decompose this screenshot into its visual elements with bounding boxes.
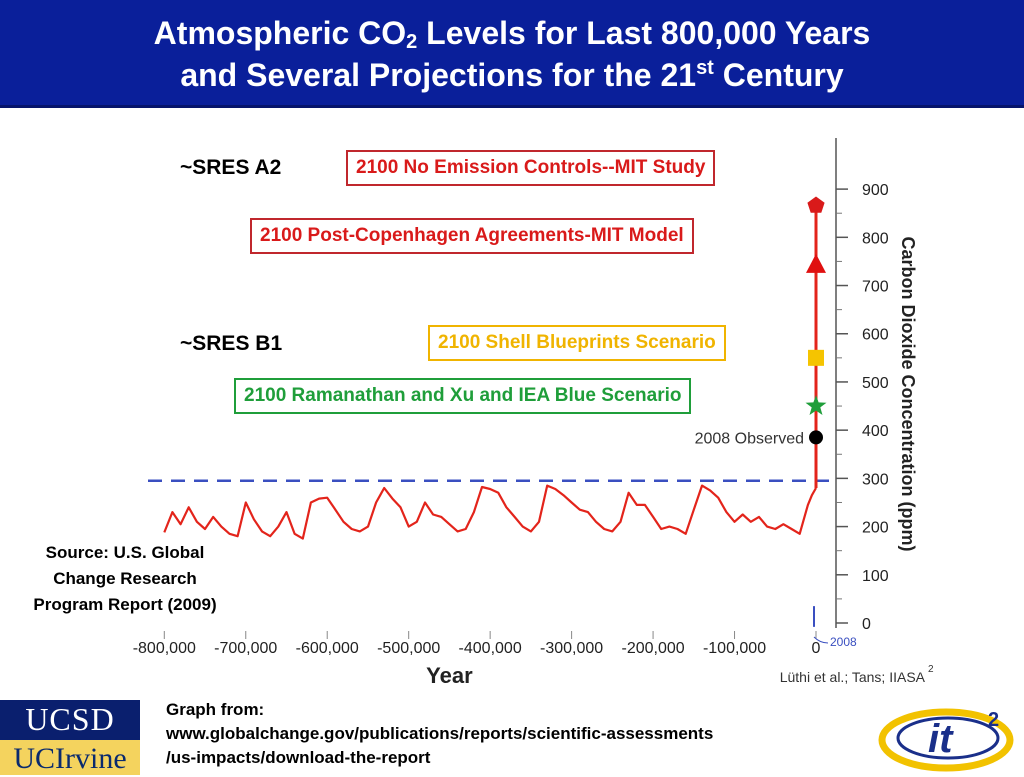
graph-source-credit: Graph from: www.globalchange.gov/publica…	[166, 698, 713, 770]
triangle-icon	[806, 253, 826, 273]
y-tick-label: 800	[862, 230, 889, 247]
sres-a2-label: ~SRES A2	[180, 156, 282, 179]
y-tick-label: 0	[862, 616, 871, 633]
logo-sup: 2	[988, 709, 999, 731]
title-text: Levels for Last 800,000 Years	[417, 15, 871, 51]
title-text: Century	[713, 57, 844, 93]
source-line: Change Research	[53, 569, 197, 588]
title-subscript: 2	[406, 31, 418, 53]
y-tick-label: 700	[862, 279, 889, 296]
square-icon	[808, 349, 824, 366]
star-icon	[805, 395, 827, 415]
ucsd-logo: UCSD	[0, 700, 140, 738]
y-axis-title: Carbon Dioxide Concentration (ppm)	[898, 237, 918, 552]
x-tick-label: -700,000	[214, 640, 277, 657]
title-superscript: st	[696, 57, 714, 79]
title-text: Atmospheric CO	[153, 15, 407, 51]
x-tick-label: -400,000	[459, 640, 522, 657]
observed-dot-icon	[809, 430, 823, 445]
source-line: Source: U.S. Global	[45, 543, 205, 562]
y-tick-label: 500	[862, 375, 889, 392]
x-tick-label: 0	[812, 640, 821, 657]
observed-label: 2008 Observed	[695, 430, 804, 447]
year-2008-pointer	[813, 636, 829, 644]
title-text: and Several Projections for the 21	[180, 57, 697, 93]
title-line-1: Atmospheric CO2 Levels for Last 800,000 …	[0, 12, 1024, 54]
ucirvine-logo: UCIrvine	[0, 738, 140, 775]
y-tick-label: 400	[862, 423, 889, 440]
calit2-logo: it 2	[878, 708, 1014, 772]
scenario-label-ramanathan: 2100 Ramanathan and Xu and IEA Blue Scen…	[234, 378, 692, 414]
title-line-2: and Several Projections for the 21st Cen…	[0, 54, 1024, 96]
x-tick-label: -300,000	[540, 640, 603, 657]
logo-swoosh-inner	[896, 716, 1000, 760]
chart-credit-sup: 2	[928, 664, 934, 675]
series-line-historical	[163, 484, 817, 540]
title-banner: Atmospheric CO2 Levels for Last 800,000 …	[0, 0, 1024, 108]
sres-b1-label: ~SRES B1	[180, 332, 283, 355]
y-tick-label: 200	[862, 520, 889, 537]
logo-text: it	[928, 717, 954, 761]
scenario-label-no-controls: 2100 No Emission Controls--MIT Study	[346, 150, 716, 186]
x-tick-label: -500,000	[377, 640, 440, 657]
graph-from-url[interactable]: /us-impacts/download-the-report	[166, 748, 431, 767]
chart-credit: Lüthi et al.; Tans; IIASA	[780, 669, 926, 685]
graph-from-line: Graph from:	[166, 700, 265, 719]
y-tick-label: 600	[862, 327, 889, 344]
x-tick-label: -800,000	[133, 640, 196, 657]
scenario-label-shell: 2100 Shell Blueprints Scenario	[428, 325, 726, 361]
y-tick-label: 100	[862, 568, 889, 585]
pentagon-icon	[807, 196, 825, 213]
graph-from-url[interactable]: www.globalchange.gov/publications/report…	[166, 724, 714, 743]
x-tick-label: -600,000	[296, 640, 359, 657]
page-title: Atmospheric CO2 Levels for Last 800,000 …	[0, 12, 1024, 96]
x-axis-title: Year	[426, 663, 473, 688]
y-tick-label: 900	[862, 182, 889, 199]
year-2008-label: 2008	[830, 635, 857, 649]
chart-canvas: 0 100 200 300 400 500 600 700 800 900 Carbon Dioxi…	[133, 138, 934, 688]
source-note: Source: U.S. Global Change Research Prog…	[2, 540, 248, 618]
logo-swoosh-outer	[878, 708, 1014, 772]
scenario-label-post-copenhagen: 2100 Post-Copenhagen Agreements-MIT Mode…	[250, 218, 694, 254]
y-tick-label: 300	[862, 471, 889, 488]
source-line: Program Report (2009)	[33, 595, 217, 614]
x-tick-label: -200,000	[621, 640, 684, 657]
x-tick-label: -100,000	[703, 640, 766, 657]
